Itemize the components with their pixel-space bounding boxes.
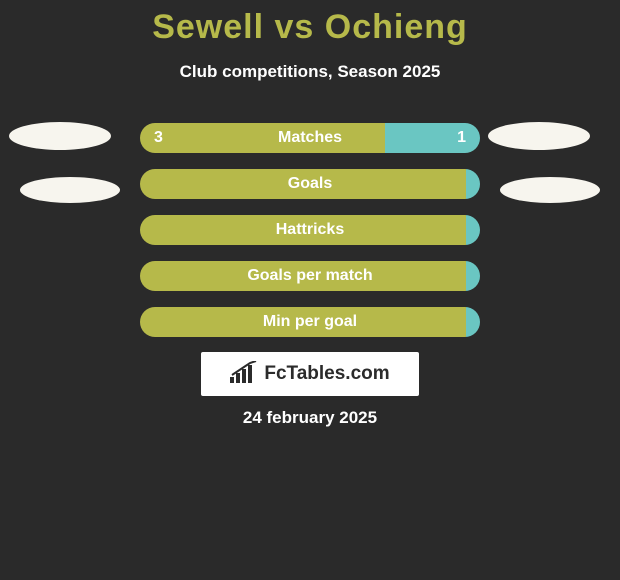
- comparison-card: Sewell vs Ochieng Club competitions, Sea…: [0, 0, 620, 580]
- stat-seg-p1: [140, 169, 466, 199]
- avatar-right-2: [500, 177, 600, 203]
- stat-seg-p1: [140, 215, 466, 245]
- title: Sewell vs Ochieng: [0, 8, 620, 47]
- stat-row-hattricks: Hattricks: [140, 215, 480, 245]
- stat-row-gpm: Goals per match: [140, 261, 480, 291]
- stat-row-matches: 3 1 Matches: [140, 123, 480, 153]
- date-text: 24 february 2025: [0, 408, 620, 428]
- logo-text: FcTables.com: [264, 363, 389, 385]
- stat-seg-p1: [140, 261, 466, 291]
- stat-seg-p2: [466, 307, 480, 337]
- stat-val-p1: 3: [154, 129, 163, 147]
- stat-seg-p2: [466, 261, 480, 291]
- avatar-right-1: [488, 122, 590, 150]
- stat-seg-p2: 1: [385, 123, 480, 153]
- stat-row-mpg: Min per goal: [140, 307, 480, 337]
- stat-seg-p2: [466, 169, 480, 199]
- avatar-left-1: [9, 122, 111, 150]
- bars-icon: [230, 361, 258, 388]
- stat-val-p2: 1: [457, 129, 466, 147]
- stat-seg-p2: [466, 215, 480, 245]
- stat-seg-p1: 3: [140, 123, 385, 153]
- avatar-left-2: [20, 177, 120, 203]
- fctables-logo: FcTables.com: [201, 352, 419, 396]
- subtitle: Club competitions, Season 2025: [0, 62, 620, 82]
- stat-seg-p1: [140, 307, 466, 337]
- stat-row-goals: Goals: [140, 169, 480, 199]
